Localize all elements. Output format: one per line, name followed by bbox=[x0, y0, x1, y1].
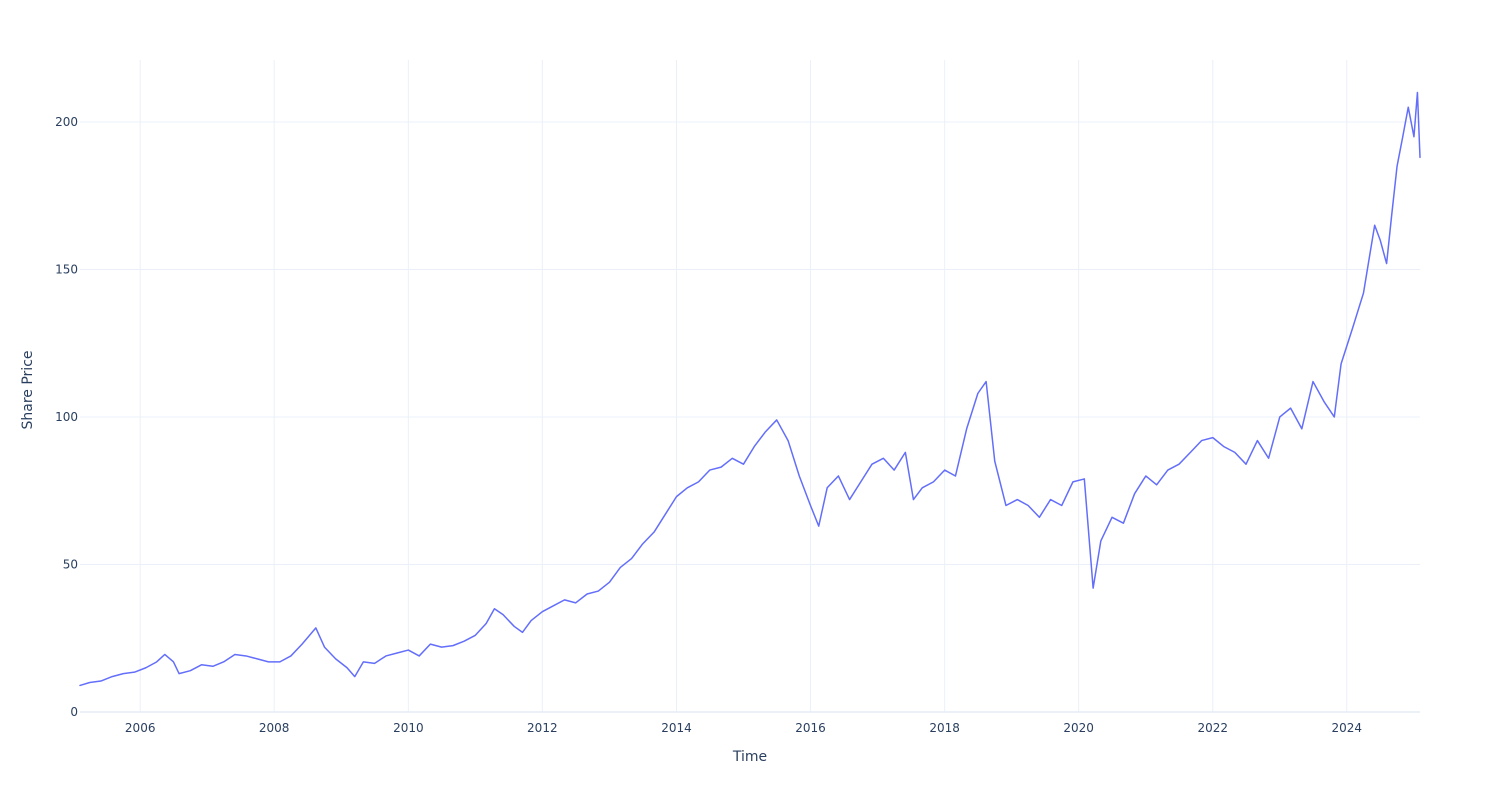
x-tick-labels: 2006 2008 2010 2012 2014 2016 2018 2020 2022 2024 bbox=[125, 721, 1362, 735]
y-tick-label: 50 bbox=[63, 557, 78, 571]
x-tick-label: 2012 bbox=[527, 721, 558, 735]
x-tick-label: 2008 bbox=[259, 721, 290, 735]
x-tick-label: 2024 bbox=[1331, 721, 1362, 735]
x-gridlines bbox=[139, 60, 1348, 712]
x-tick-label: 2018 bbox=[929, 721, 960, 735]
y-gridlines bbox=[80, 121, 1420, 713]
x-axis-title: Time bbox=[732, 749, 767, 765]
x-tick-label: 2022 bbox=[1198, 721, 1229, 735]
series-line bbox=[79, 91, 1421, 687]
y-tick-label: 200 bbox=[55, 115, 78, 129]
x-tick-label: 2006 bbox=[125, 721, 156, 735]
y-tick-labels: 0 50 100 150 200 bbox=[55, 115, 78, 719]
x-tick-label: 2014 bbox=[661, 721, 692, 735]
y-axis-title: Share Price bbox=[20, 350, 36, 429]
y-tick-label: 100 bbox=[55, 410, 78, 424]
x-tick-label: 2016 bbox=[795, 721, 826, 735]
y-tick-label: 0 bbox=[70, 705, 78, 719]
y-tick-label: 150 bbox=[55, 262, 78, 276]
x-tick-label: 2020 bbox=[1063, 721, 1094, 735]
x-tick-label: 2010 bbox=[393, 721, 424, 735]
